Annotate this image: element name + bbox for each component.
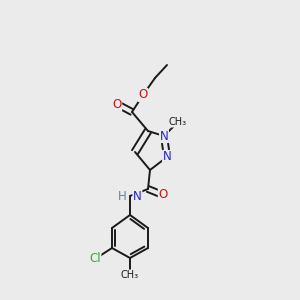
- Text: O: O: [138, 88, 148, 101]
- Text: O: O: [158, 188, 168, 202]
- Text: N: N: [160, 130, 168, 142]
- Text: Cl: Cl: [89, 253, 101, 266]
- Text: N: N: [133, 190, 142, 202]
- Text: N: N: [163, 151, 171, 164]
- Text: CH₃: CH₃: [169, 117, 187, 127]
- Text: H: H: [118, 190, 127, 202]
- Text: O: O: [112, 98, 122, 110]
- Text: CH₃: CH₃: [121, 270, 139, 280]
